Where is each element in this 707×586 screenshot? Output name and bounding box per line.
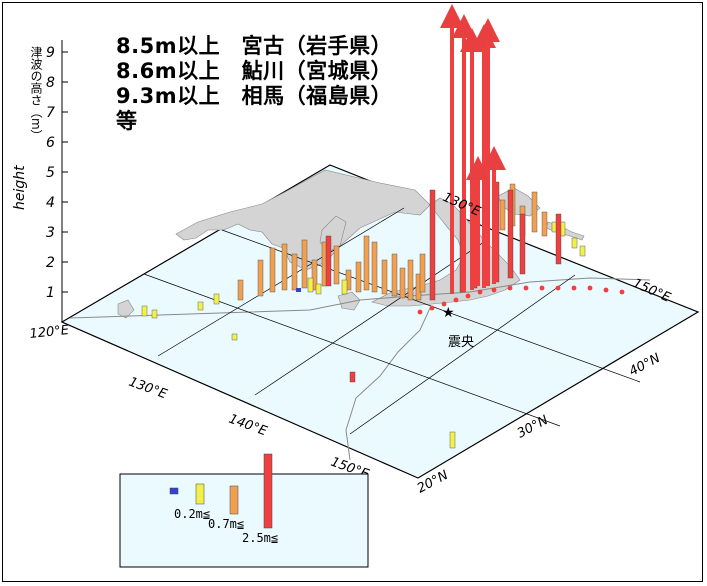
coast-dot <box>523 285 529 291</box>
scale-tick-label: 8 <box>46 75 55 91</box>
coast-dot <box>539 285 545 291</box>
legend: 0.2m≦0.7m≦2.5m≦ <box>119 453 369 568</box>
bar-large <box>519 213 526 275</box>
bar-large <box>507 189 514 279</box>
bar-small <box>141 305 148 317</box>
bar-medium <box>407 259 414 301</box>
epicenter-marker: ★ 震央 <box>442 305 474 350</box>
coast-dot <box>587 285 593 291</box>
bar-large <box>349 371 356 383</box>
bar-large <box>325 235 332 287</box>
bar-medium <box>269 247 276 293</box>
scale-tick-label: 2 <box>46 255 55 271</box>
coast-dot <box>477 289 483 295</box>
legend-label: 0.7m≦ <box>208 517 244 531</box>
bar-medium <box>237 279 244 301</box>
coast-dot <box>441 301 447 307</box>
bar-medium <box>391 253 398 297</box>
coast-dot <box>571 285 577 291</box>
epicenter-label: 震央 <box>448 335 474 350</box>
bar-small <box>151 309 158 319</box>
trench-lines <box>69 277 651 461</box>
vertical-label-en: height <box>12 165 28 210</box>
bar-medium <box>371 241 378 293</box>
bar-medium <box>355 261 362 293</box>
legend-plane <box>119 473 369 568</box>
note-etc: 等 <box>116 109 138 133</box>
coast-dot <box>417 309 423 315</box>
land-kyushu <box>337 291 361 311</box>
vertical-label-ja: 津波の高さ（m） <box>29 46 43 142</box>
coast-dot <box>555 285 561 291</box>
bar-small <box>341 279 348 295</box>
bar-medium <box>281 243 288 291</box>
note-soma: 9.3m以上 相馬（福島県） <box>116 84 393 108</box>
bar-tiny <box>296 288 301 292</box>
svg-text:★: ★ <box>442 305 455 321</box>
legend-swatch <box>229 485 239 515</box>
bar-small <box>231 333 238 341</box>
bar-medium <box>419 253 426 293</box>
bar-medium <box>399 267 406 299</box>
bar-medium <box>499 199 506 231</box>
tsunami-bars <box>141 4 625 449</box>
land-taiwan <box>117 299 135 319</box>
vertical-scale: 1 2 3 4 5 6 7 8 9 津波の高さ（m） height <box>12 40 68 322</box>
bar-medium <box>531 191 538 233</box>
coast-dot <box>507 285 513 291</box>
bar-medium <box>333 245 340 285</box>
coast-dot <box>465 293 471 299</box>
legend-swatch <box>263 453 273 529</box>
bar-small <box>213 293 220 305</box>
lon-label-140: 140°E <box>227 412 270 440</box>
legend-swatch <box>195 483 205 505</box>
legend-items: 0.2m≦0.7m≦2.5m≦ <box>169 453 278 545</box>
scale-ticks: 1 2 3 4 5 6 7 8 9 <box>46 45 68 301</box>
scale-tick-label: 4 <box>46 195 55 211</box>
note-miyako: 8.5m以上 宮古（岩手県） <box>116 34 393 58</box>
bar-medium <box>363 235 370 291</box>
coast-dot <box>619 289 625 295</box>
bar-small <box>579 245 586 257</box>
max-height-notes: 8.5m以上 宮古（岩手県） 8.6m以上 鮎川（宮城県） 9.3m以上 相馬（… <box>116 34 392 134</box>
bar-medium <box>311 259 318 291</box>
legend-swatch <box>169 487 179 495</box>
bar-medium <box>257 259 264 297</box>
scale-tick-label: 9 <box>46 45 55 61</box>
scale-tick-label: 3 <box>46 225 55 241</box>
scale-tick-label: 7 <box>46 105 55 121</box>
bar-large <box>555 213 562 265</box>
lon-label-120: 120°E <box>29 323 71 342</box>
bar-large <box>429 189 436 301</box>
bar-small <box>449 431 456 449</box>
scale-tick-label: 5 <box>46 165 55 181</box>
bar-medium <box>291 253 298 291</box>
bar-medium <box>541 211 548 237</box>
coast-dot <box>491 287 497 293</box>
legend-label: 2.5m≦ <box>242 531 278 545</box>
bar-small <box>571 237 578 249</box>
scale-tick-label: 6 <box>46 135 55 151</box>
note-ayukawa: 8.6m以上 鮎川（宮城県） <box>116 59 393 83</box>
scale-tick-label: 1 <box>46 285 55 301</box>
bar-medium <box>301 239 308 289</box>
land-asia <box>175 169 431 271</box>
coast-dot <box>453 297 459 303</box>
bar-small <box>197 301 204 311</box>
legend-label: 0.2m≦ <box>174 507 210 521</box>
bar-small <box>307 277 314 293</box>
bar-small <box>315 283 322 295</box>
coast-dot <box>603 287 609 293</box>
coast-dot <box>429 305 435 311</box>
lon-label-130: 130°E <box>127 375 170 403</box>
bar-medium <box>381 259 388 295</box>
lat-label-40: 40°N <box>627 351 663 380</box>
